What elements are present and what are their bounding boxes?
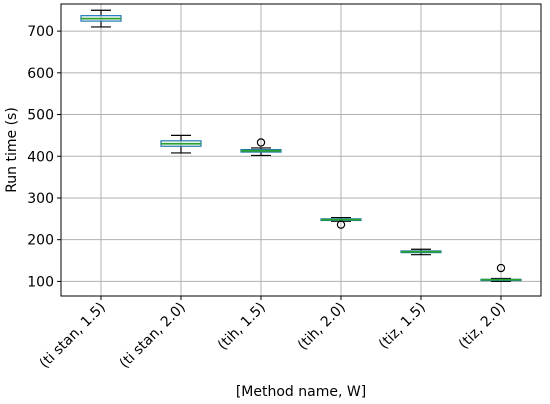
- box-2: [240, 138, 282, 157]
- y-axis-title: Run time (s): [4, 107, 20, 193]
- plot-frame: [60, 3, 542, 297]
- x-tick-label: (ti stan, 2.0): [117, 300, 189, 372]
- grid-lines: [61, 4, 541, 296]
- y-tick-label: 200: [27, 233, 54, 249]
- x-axis-title: [Method name, W]: [236, 384, 366, 400]
- y-axis-ticks: 100 200 300 400 500 600 700: [27, 24, 61, 290]
- outlier-point: [496, 263, 506, 273]
- x-tick-label: (ti stan, 1.5): [37, 300, 109, 372]
- x-tick-label: (tiz, 1.5): [376, 300, 429, 353]
- x-tick-label: (tih, 1.5): [215, 300, 269, 354]
- x-tick-label: (tiz, 2.0): [456, 300, 509, 353]
- box-4: [400, 248, 442, 256]
- box-1: [160, 134, 202, 154]
- y-tick-label: 400: [27, 149, 54, 165]
- y-tick-label: 500: [27, 108, 54, 124]
- y-tick-label: 300: [27, 191, 54, 207]
- y-tick-label: 100: [27, 274, 54, 290]
- box-0: [80, 9, 122, 28]
- box-group: [80, 9, 522, 282]
- box-3: [320, 216, 362, 229]
- y-tick-label: 700: [27, 24, 54, 40]
- x-axis-ticks: (ti stan, 1.5) (ti stan, 2.0) (tih, 1.5) (t…: [37, 296, 509, 372]
- box-5: [480, 263, 522, 282]
- y-tick-label: 600: [27, 66, 54, 82]
- outlier-point: [256, 138, 266, 147]
- x-tick-label: (tih, 2.0): [295, 300, 349, 354]
- outlier-point: [336, 220, 346, 229]
